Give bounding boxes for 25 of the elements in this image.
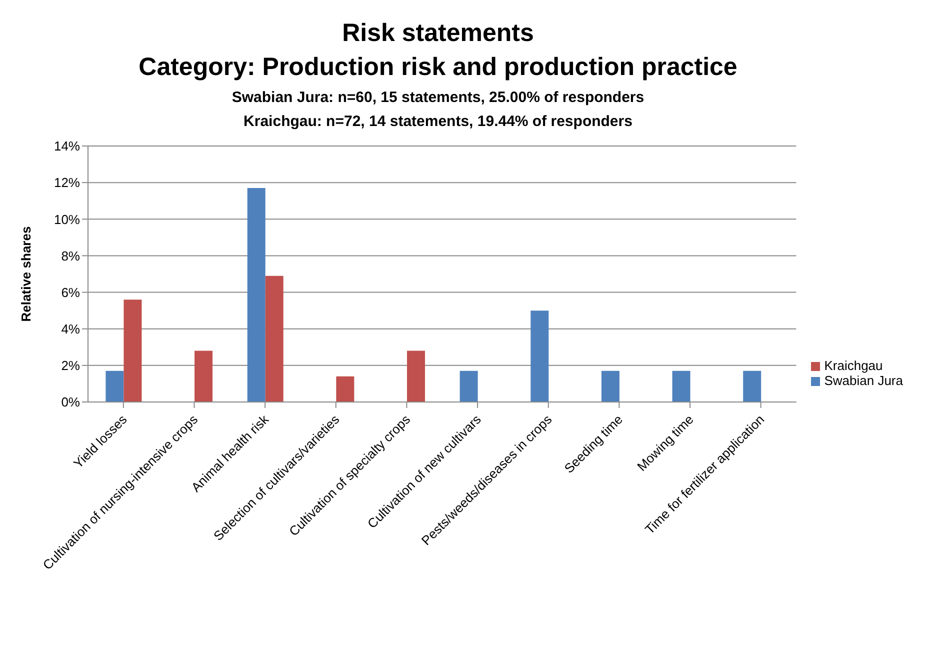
bar (247, 188, 266, 402)
bar (460, 370, 478, 402)
bar (106, 370, 124, 402)
bar (406, 350, 425, 402)
y-tick-label: 6% (61, 284, 80, 300)
chart-subtitle: Swabian Jura: n=60, 15 statements, 25.00% of responders Kraichgau: n=72, 14 statements, 19.44% of responders (230, 88, 646, 132)
bar (124, 300, 142, 402)
bar (265, 276, 284, 402)
bar (530, 310, 549, 402)
bar (601, 370, 620, 402)
bar (194, 350, 213, 402)
y-tick-label: 8% (61, 248, 80, 264)
y-axis-title: Relative shares (18, 226, 34, 322)
chart-title: Risk statements Category: Production risk and production practice (138, 18, 738, 83)
legend-label: Swabian Jura (824, 373, 903, 388)
y-tick-label: 0% (61, 394, 80, 410)
y-tick-label: 10% (54, 212, 80, 227)
bar (672, 370, 690, 402)
y-tick-label: 2% (61, 358, 80, 374)
y-tick-label: 4% (61, 321, 80, 336)
bar (743, 370, 762, 402)
bar (336, 376, 354, 402)
y-tick-label: 12% (54, 175, 80, 190)
legend-label: Kraichgau (824, 358, 883, 373)
y-tick-label: 14% (54, 138, 80, 154)
